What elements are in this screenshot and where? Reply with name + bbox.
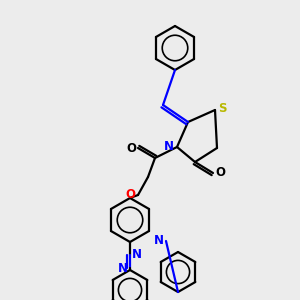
Text: N: N <box>164 140 174 154</box>
Text: S: S <box>218 103 226 116</box>
Text: N: N <box>118 262 128 275</box>
Text: O: O <box>215 167 225 179</box>
Text: N: N <box>154 235 164 248</box>
Text: O: O <box>126 142 136 154</box>
Text: N: N <box>132 248 142 262</box>
Text: O: O <box>125 188 135 202</box>
